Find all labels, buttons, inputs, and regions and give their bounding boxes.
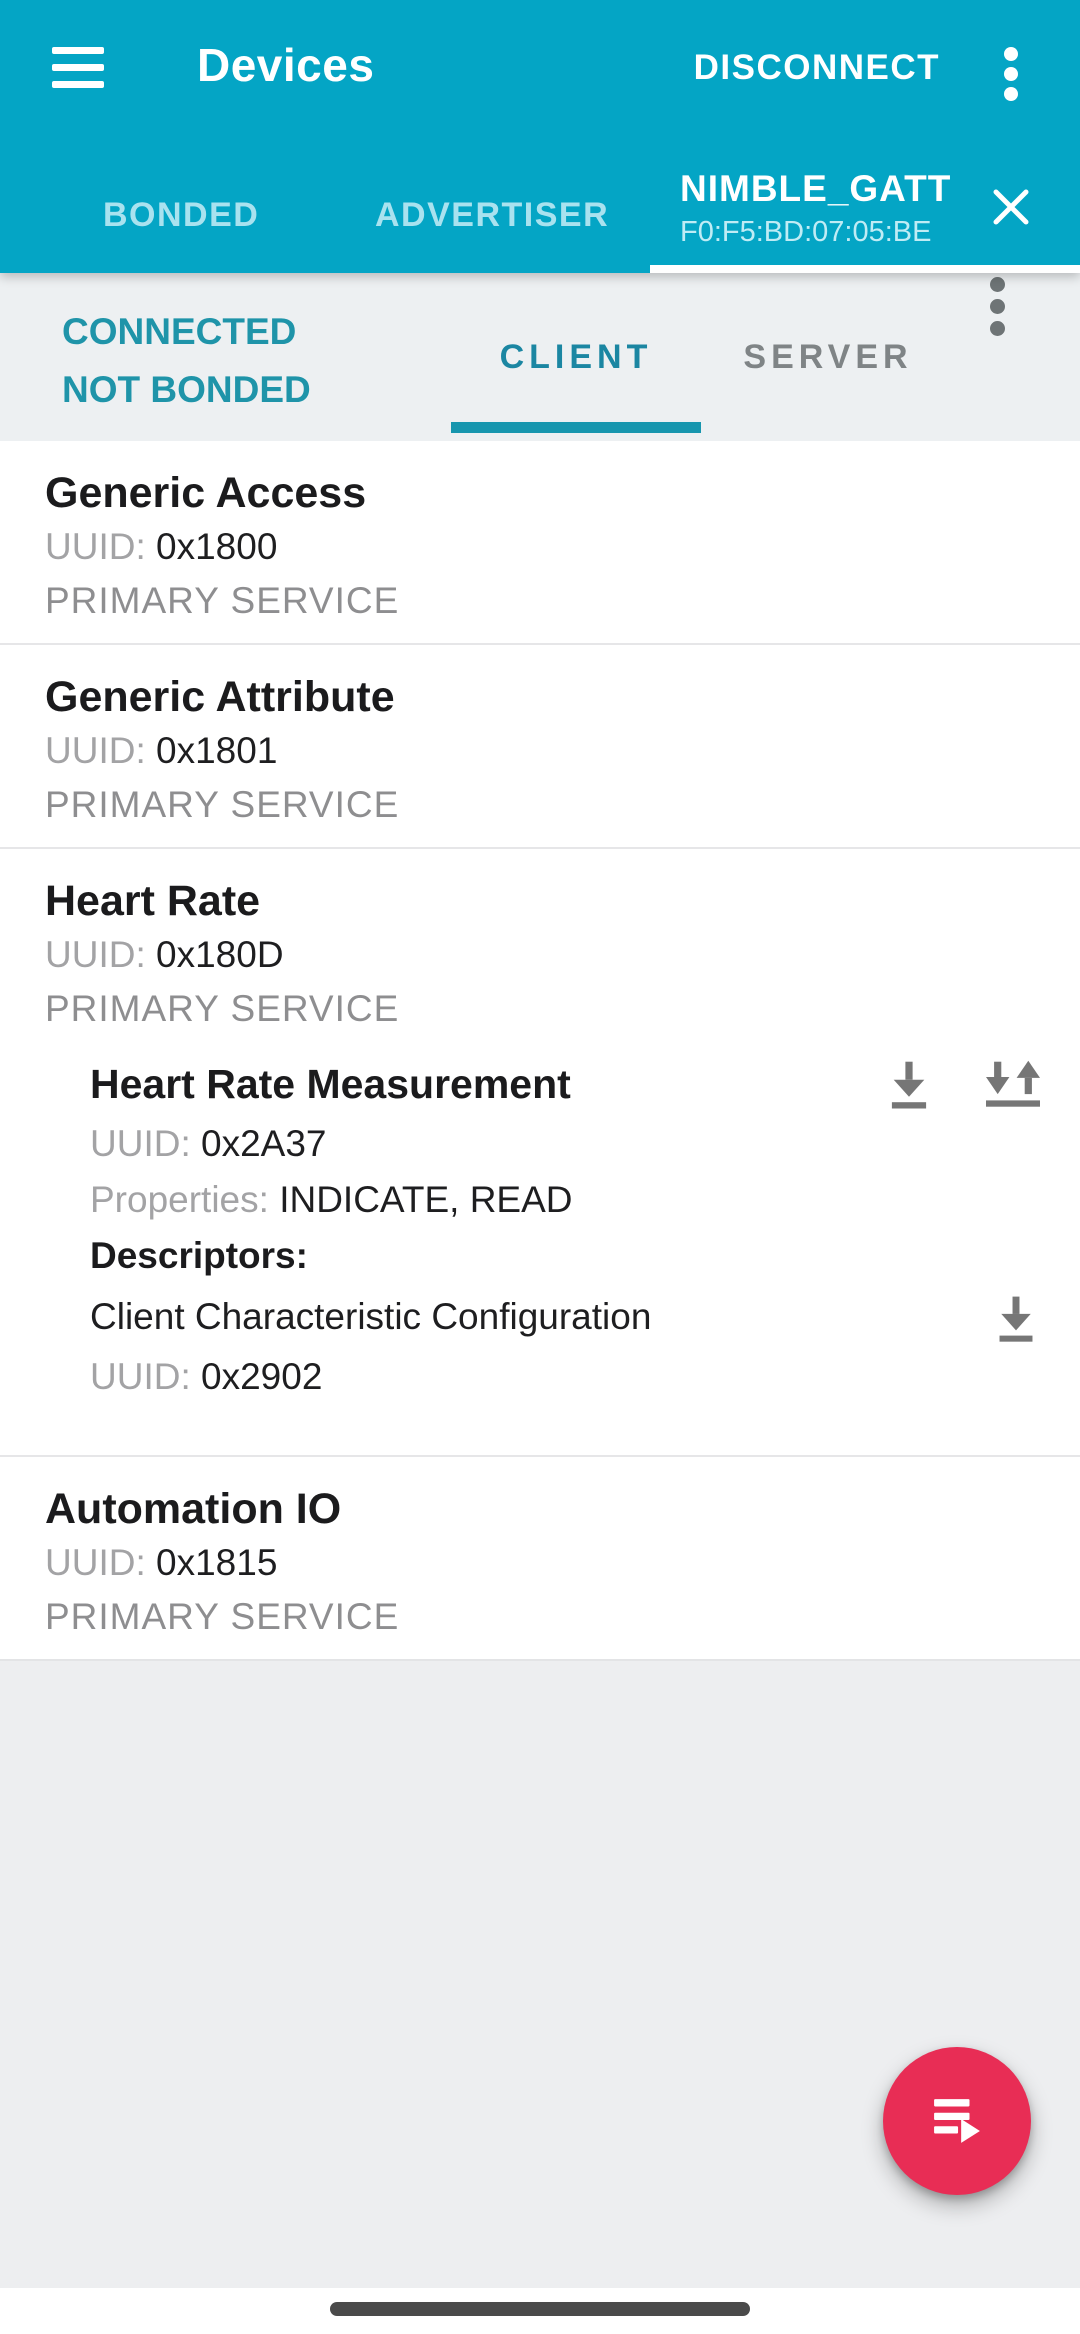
service-row-automation-io[interactable]: Automation IO UUID: 0x1815 PRIMARY SERVI… — [0, 1457, 1080, 1661]
menu-icon[interactable] — [52, 47, 104, 89]
device-tab-mac-address: F0:F5:BD:07:05:BE — [680, 216, 932, 248]
tab-advertiser[interactable]: ADVERTISER — [375, 196, 610, 234]
close-icon[interactable] — [988, 184, 1034, 230]
device-tab-name: NIMBLE_GATT — [680, 168, 952, 209]
service-name: Automation IO — [45, 1485, 342, 1533]
service-type: PRIMARY SERVICE — [45, 988, 400, 1029]
tab-device-nimble-gatt[interactable]: NIMBLE_GATT F0:F5:BD:07:05:BE — [650, 134, 1080, 273]
app-header: Devices DISCONNECT BONDED ADVERTISER NIM… — [0, 0, 1080, 273]
service-list: Generic Access UUID: 0x1800 PRIMARY SERV… — [0, 441, 1080, 1661]
system-navigation-area — [0, 2288, 1080, 2334]
disconnect-button[interactable]: DISCONNECT — [693, 48, 940, 87]
service-uuid: 0x1801 — [156, 730, 278, 771]
uuid-label: UUID: — [90, 1123, 191, 1164]
bond-state: NOT BONDED — [62, 369, 311, 410]
tab-server[interactable]: SERVER — [728, 273, 928, 441]
service-name: Generic Attribute — [45, 673, 395, 721]
service-uuid: 0x180D — [156, 934, 284, 975]
characteristic-properties: INDICATE, READ — [279, 1179, 573, 1220]
characteristic-name: Heart Rate Measurement — [90, 1061, 571, 1107]
tab-client[interactable]: CLIENT — [451, 273, 701, 441]
properties-label: Properties: — [90, 1179, 269, 1220]
service-type: PRIMARY SERVICE — [45, 580, 400, 621]
descriptor-name: Client Characteristic Configuration — [90, 1295, 652, 1337]
service-name: Heart Rate — [45, 877, 261, 925]
service-row-generic-access[interactable]: Generic Access UUID: 0x1800 PRIMARY SERV… — [0, 441, 1080, 645]
indicate-icon[interactable] — [982, 1059, 1044, 1116]
service-uuid: 0x1800 — [156, 526, 278, 567]
uuid-label: UUID: — [45, 1542, 146, 1583]
service-row-heart-rate[interactable]: Heart Rate UUID: 0x180D PRIMARY SERVICE … — [0, 849, 1080, 1457]
service-name: Generic Access — [45, 469, 367, 517]
service-uuid: 0x1815 — [156, 1542, 278, 1583]
characteristic-uuid: 0x2A37 — [201, 1123, 327, 1164]
selected-tab-indicator — [650, 265, 1080, 273]
descriptors-label: Descriptors: — [90, 1235, 308, 1276]
log-icon — [932, 2097, 982, 2146]
log-fab-button[interactable] — [883, 2047, 1031, 2195]
characteristic-heart-rate-measurement[interactable]: Heart Rate Measurement — [90, 1057, 1044, 1439]
uuid-label: UUID: — [90, 1356, 191, 1397]
connection-status-bar: CONNECTED NOT BONDED CLIENT SERVER — [0, 273, 1080, 441]
page-title: Devices — [197, 39, 375, 91]
read-icon[interactable] — [880, 1059, 938, 1116]
device-tab-bar: BONDED ADVERTISER NIMBLE_GATT F0:F5:BD:0… — [0, 134, 1080, 273]
service-type: PRIMARY SERVICE — [45, 784, 400, 825]
gatt-overflow-menu-icon[interactable] — [990, 273, 1005, 441]
app-bar: Devices DISCONNECT — [0, 0, 1080, 134]
service-row-generic-attribute[interactable]: Generic Attribute UUID: 0x1801 PRIMARY S… — [0, 645, 1080, 849]
read-descriptor-icon[interactable] — [988, 1294, 1044, 1349]
connection-state: CONNECTED — [62, 311, 297, 352]
tab-bonded[interactable]: BONDED — [103, 196, 260, 234]
connection-status-text: CONNECTED NOT BONDED — [62, 303, 311, 419]
uuid-label: UUID: — [45, 730, 146, 771]
overflow-menu-icon[interactable] — [1004, 44, 1018, 104]
service-type: PRIMARY SERVICE — [45, 1596, 400, 1637]
uuid-label: UUID: — [45, 934, 146, 975]
home-indicator[interactable] — [330, 2302, 750, 2316]
descriptor-uuid: 0x2902 — [201, 1356, 323, 1397]
uuid-label: UUID: — [45, 526, 146, 567]
empty-background — [0, 1661, 1080, 2288]
client-tab-indicator — [451, 422, 701, 433]
